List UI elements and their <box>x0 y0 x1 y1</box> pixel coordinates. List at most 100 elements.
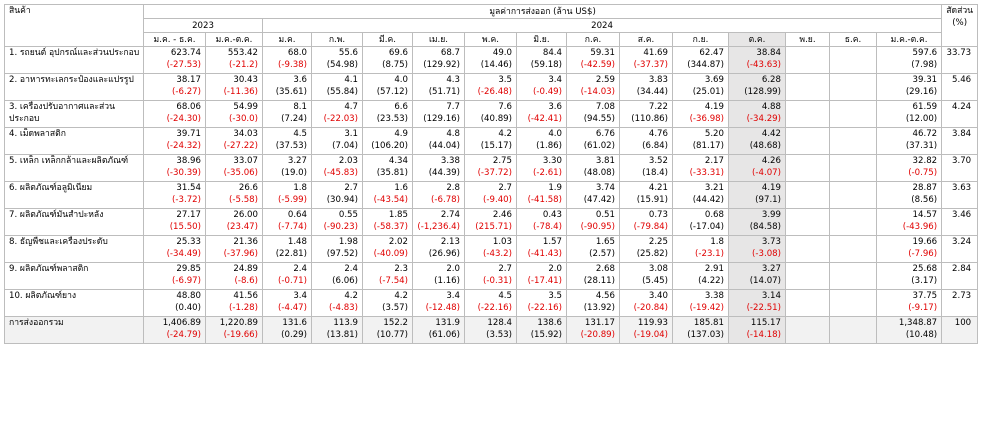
export-value: 25.33 <box>176 237 201 247</box>
export-value: 3.5 <box>548 291 562 301</box>
export-value: 2.4 <box>344 264 358 274</box>
export-value: 115.17 <box>750 318 781 328</box>
export-value: 7.22 <box>648 102 668 112</box>
value-cell: 46.72 (37.31) <box>875 127 943 155</box>
export-value: 3.30 <box>542 156 562 166</box>
value-cell: 597.6 (7.98) <box>875 46 943 74</box>
value-cell: 34.03 (-27.22) <box>205 127 263 155</box>
growth-value: (-34.49) <box>166 249 201 259</box>
growth-value: (110.86) <box>631 114 668 124</box>
export-value: 4.8 <box>446 129 460 139</box>
export-value: 41.56 <box>233 291 258 301</box>
column-header: ธ.ค. <box>829 32 877 47</box>
growth-value: (-41.58) <box>527 195 562 205</box>
export-value: 4.2 <box>344 291 358 301</box>
export-value: 3.38 <box>704 291 724 301</box>
growth-value: (-19.42) <box>689 303 724 313</box>
value-cell <box>829 181 877 209</box>
growth-value: (10.77) <box>376 330 408 340</box>
export-value: 2.3 <box>394 264 408 274</box>
growth-value: (25.01) <box>692 87 724 97</box>
growth-value: (40.89) <box>480 114 512 124</box>
growth-value: (3.57) <box>382 303 408 313</box>
growth-value: (19.0) <box>281 168 307 178</box>
export-value: 4.42 <box>761 129 781 139</box>
value-cell <box>785 235 830 263</box>
value-cell <box>785 127 830 155</box>
export-value: 3.81 <box>595 156 615 166</box>
value-cell: 119.93 (-19.04) <box>619 316 673 344</box>
growth-value: (48.68) <box>749 141 781 151</box>
value-cell: 3.99 (84.58) <box>728 208 786 236</box>
year-2024-header: 2024 <box>261 18 943 33</box>
export-value: 2.75 <box>492 156 512 166</box>
value-cell: 25.68 (3.17) <box>875 262 943 290</box>
value-cell: 128.4 (3.53) <box>464 316 517 344</box>
value-cell: 4.88 (-34.29) <box>728 100 786 128</box>
value-cell: 6.76 (61.02) <box>566 127 620 155</box>
export-value: 21.36 <box>233 237 258 247</box>
export-value: 597.6 <box>912 48 938 58</box>
value-cell: 3.21 (44.42) <box>672 181 729 209</box>
value-cell: 7.6 (40.89) <box>464 100 517 128</box>
growth-value: (-43.63) <box>746 60 781 70</box>
export-value: 24.89 <box>233 264 258 274</box>
value-cell: 138.6 (15.92) <box>516 316 567 344</box>
share-value: 33.73 <box>941 46 979 74</box>
value-cell: 4.26 (-4.07) <box>728 154 786 182</box>
growth-value: (137.03) <box>687 330 724 340</box>
growth-value: (-5.58) <box>229 195 258 205</box>
column-header: มี.ค. <box>362 32 413 47</box>
growth-value: (-12.48) <box>425 303 460 313</box>
value-cell: 553.42 (-21.2) <box>205 46 263 74</box>
value-cell: 4.19 (97.1) <box>728 181 786 209</box>
export-value: 3.74 <box>595 183 615 193</box>
export-value: 4.5 <box>293 129 307 139</box>
share-value: 3.24 <box>941 235 979 263</box>
growth-value: (37.31) <box>905 141 938 151</box>
growth-value: (-43.2) <box>483 249 512 259</box>
export-value: 623.74 <box>170 48 201 58</box>
growth-value: (30.94) <box>326 195 358 205</box>
export-value: 2.03 <box>338 156 358 166</box>
value-cell: 5.20 (81.17) <box>672 127 729 155</box>
growth-value: (84.58) <box>749 222 781 232</box>
growth-value: (-22.51) <box>746 303 781 313</box>
growth-value: (15.91) <box>636 195 668 205</box>
growth-value: (106.20) <box>371 141 408 151</box>
value-cell: 2.91 (4.22) <box>672 262 729 290</box>
growth-value: (-14.03) <box>580 87 615 97</box>
value-cell: 59.31 (-42.59) <box>566 46 620 74</box>
column-header: ม.ค. <box>262 32 312 47</box>
value-cell: 6.6 (23.53) <box>362 100 413 128</box>
value-cell: 1,220.89 (-19.66) <box>205 316 263 344</box>
export-value: 4.88 <box>761 102 781 112</box>
value-cell: 2.7 (30.94) <box>311 181 363 209</box>
column-header: พ.ค. <box>464 32 517 47</box>
export-value: 185.81 <box>693 318 724 328</box>
growth-value: (-21.2) <box>229 60 258 70</box>
value-cell: 28.87 (8.56) <box>875 181 943 209</box>
value-cell: 3.6 (35.61) <box>262 73 312 101</box>
growth-value: (-37.96) <box>223 249 258 259</box>
value-cell: 2.7 (-0.31) <box>464 262 517 290</box>
value-cell: 3.83 (34.44) <box>619 73 673 101</box>
growth-value: (-43.96) <box>902 222 938 232</box>
export-value: 2.7 <box>498 183 512 193</box>
growth-value: (97.52) <box>326 249 358 259</box>
share-value: 2.73 <box>941 289 979 317</box>
export-value: 1.65 <box>595 237 615 247</box>
value-cell: 3.52 (18.4) <box>619 154 673 182</box>
export-value: 131.6 <box>282 318 307 328</box>
growth-value: (81.17) <box>692 141 724 151</box>
column-header: ม.ค.-ต.ค. <box>875 32 943 47</box>
value-cell: 2.03 (-45.83) <box>311 154 363 182</box>
growth-value: (59.18) <box>530 60 562 70</box>
growth-value: (-34.29) <box>746 114 781 124</box>
value-cell: 1.03 (-43.2) <box>464 235 517 263</box>
export-value: 3.99 <box>761 210 781 220</box>
value-cell: 68.7 (129.92) <box>412 46 465 74</box>
value-cell: 26.00 (23.47) <box>205 208 263 236</box>
value-cell: 2.75 (-37.72) <box>464 154 517 182</box>
product-name: 1. รถยนต์ อุปกรณ์และส่วนประกอบ <box>4 46 144 74</box>
